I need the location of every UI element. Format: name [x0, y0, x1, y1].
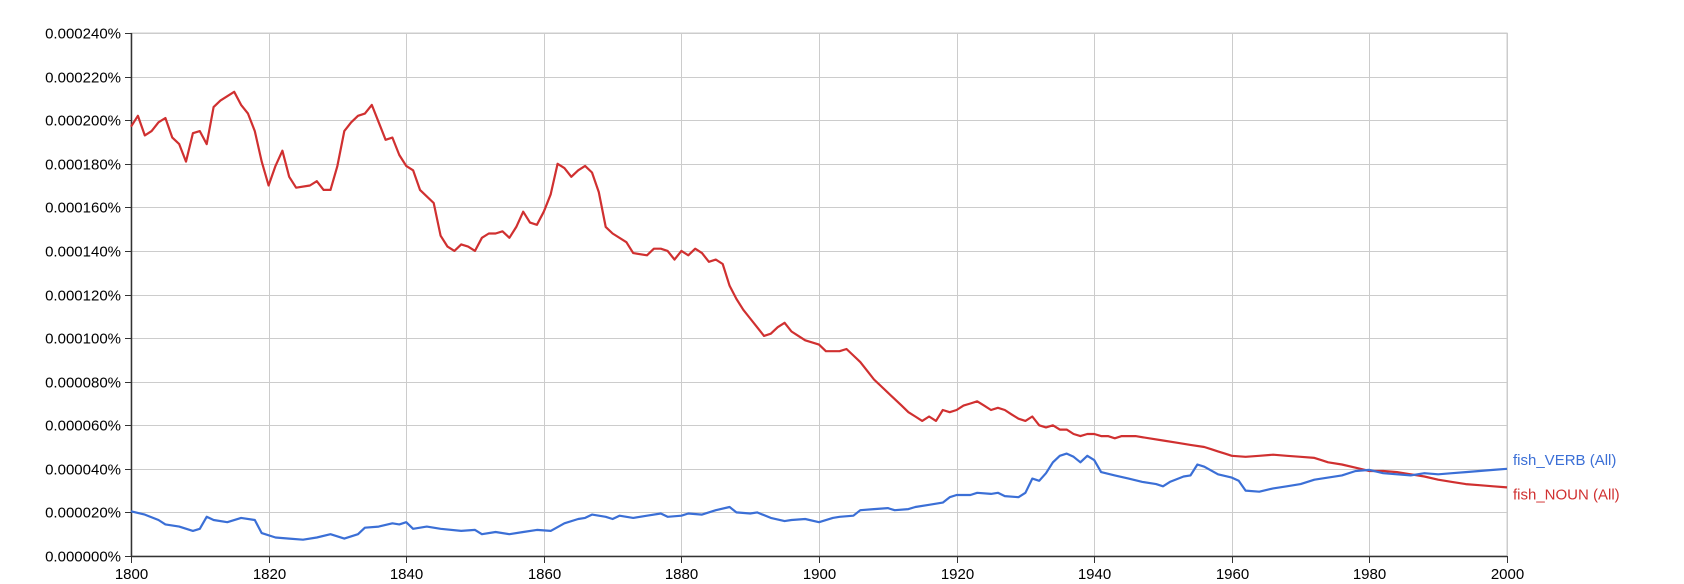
y-tick-label: 0.000160% [45, 200, 121, 217]
x-tick-label: 1820 [253, 566, 286, 583]
series-lines [130, 90, 1508, 541]
legend-label-fish-noun[interactable]: fish_NOUN (All) [1513, 486, 1620, 503]
y-tick-label: 0.000100% [45, 331, 121, 348]
series-line-fish-noun[interactable] [130, 90, 1508, 489]
y-tick-label: 0.000240% [45, 26, 121, 43]
y-tick-label: 0.000000% [45, 549, 121, 566]
x-tick-label: 1840 [390, 566, 423, 583]
gridlines [130, 32, 1508, 557]
legend-label-fish-verb[interactable]: fish_VERB (All) [1513, 452, 1616, 469]
y-tick-label: 0.000220% [45, 70, 121, 87]
x-tick-label: 1920 [941, 566, 974, 583]
y-tick-label: 0.000060% [45, 418, 121, 435]
y-axis-ticks: 0.000000% 0.000020% 0.000040% 0.000060% 0.00… [45, 26, 131, 566]
x-tick-label: 1900 [803, 566, 836, 583]
y-tick-label: 0.000080% [45, 375, 121, 392]
series-line-fish-verb[interactable] [130, 452, 1508, 541]
y-tick-label: 0.000180% [45, 157, 121, 174]
x-tick-label: 2000 [1491, 566, 1524, 583]
x-tick-label: 1960 [1216, 566, 1249, 583]
y-tick-label: 0.000140% [45, 244, 121, 261]
x-tick-label: 1980 [1353, 566, 1386, 583]
x-tick-label: 1860 [528, 566, 561, 583]
y-tick-label: 0.000200% [45, 113, 121, 130]
x-tick-label: 1800 [115, 566, 148, 583]
y-tick-label: 0.000040% [45, 462, 121, 479]
y-tick-label: 0.000020% [45, 505, 121, 522]
x-axis-ticks: 1800 1820 1840 1860 1880 1900 1920 1940 1960 1980… [115, 556, 1524, 583]
y-tick-label: 0.000120% [45, 288, 121, 305]
x-tick-label: 1880 [665, 566, 698, 583]
legend: fish_VERB (All) fish_NOUN (All) [1513, 452, 1620, 504]
x-tick-label: 1940 [1078, 566, 1111, 583]
